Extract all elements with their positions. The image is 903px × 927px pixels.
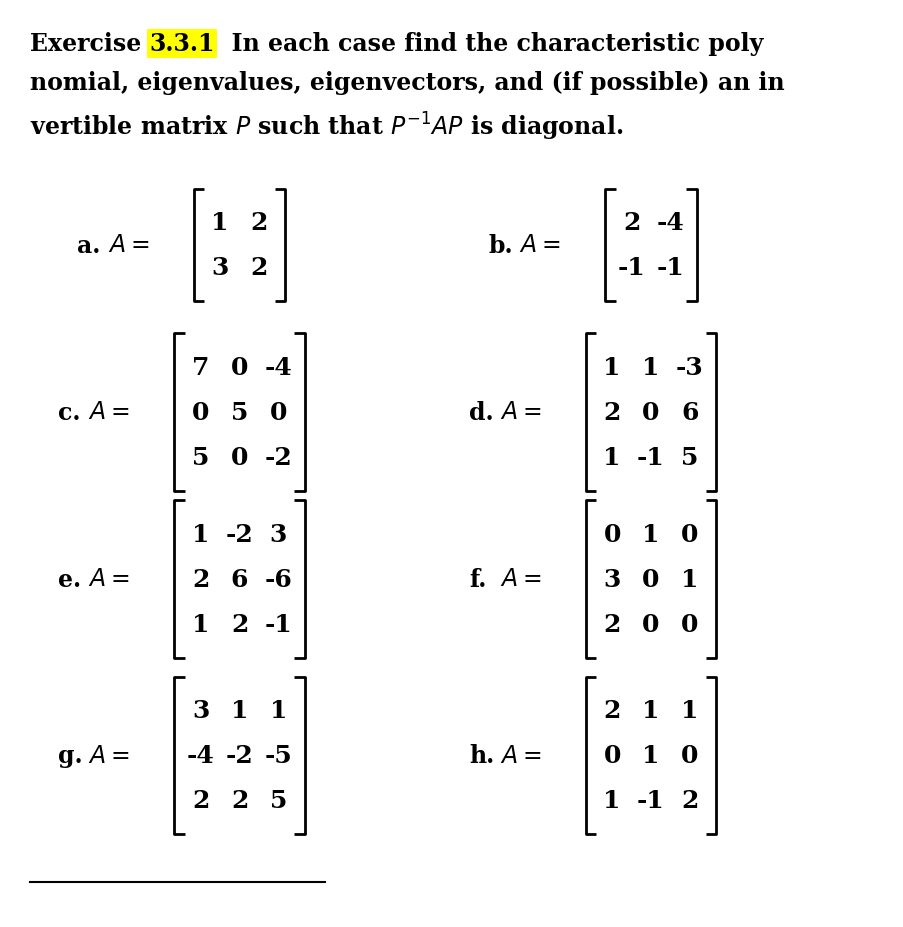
Text: 2: 2 [603,400,620,425]
Text: -4: -4 [656,211,684,235]
Text: 0: 0 [641,567,659,591]
Text: 5: 5 [269,789,286,812]
Text: 0: 0 [603,523,620,546]
Text: 1: 1 [680,699,697,722]
Text: $A=$: $A=$ [499,744,540,767]
Text: 2: 2 [230,613,248,636]
Text: $A=$: $A=$ [499,568,540,590]
Text: 2: 2 [603,699,620,722]
Text: f.: f. [469,567,486,591]
Text: 5: 5 [192,446,209,469]
Text: 1: 1 [680,567,697,591]
Text: 1: 1 [641,743,659,768]
Text: 2: 2 [250,256,267,280]
Text: c.: c. [58,400,80,425]
Text: 0: 0 [680,523,697,546]
Text: 0: 0 [641,400,659,425]
Text: 0: 0 [680,613,697,636]
Text: 6: 6 [680,400,697,425]
Text: $A=$: $A=$ [518,235,560,257]
Text: 1: 1 [269,699,286,722]
Text: $A=$: $A=$ [88,744,129,767]
Text: 3: 3 [192,699,209,722]
Text: $A=$: $A=$ [88,568,129,590]
Text: b.: b. [488,234,512,258]
Text: 5: 5 [230,400,248,425]
Text: $A=$: $A=$ [88,401,129,424]
Text: h.: h. [469,743,494,768]
Text: 0: 0 [641,613,659,636]
Text: -4: -4 [187,743,214,768]
Text: 2: 2 [192,789,209,812]
Text: 3.3.1: 3.3.1 [149,32,215,57]
Text: -6: -6 [265,567,292,591]
Text: In each case find the characteristic poly: In each case find the characteristic pol… [215,32,762,57]
Text: 3: 3 [211,256,228,280]
Text: a.: a. [77,234,100,258]
Text: nomial, eigenvalues, eigenvectors, and (if possible) an in: nomial, eigenvalues, eigenvectors, and (… [30,71,784,95]
Text: -1: -1 [617,256,645,280]
Text: -1: -1 [637,789,664,812]
Text: Exercise: Exercise [30,32,149,57]
Text: -3: -3 [675,356,703,379]
Text: 2: 2 [250,211,267,235]
Text: 1: 1 [641,523,659,546]
Text: -1: -1 [637,446,664,469]
Text: 1: 1 [192,523,209,546]
Text: 1: 1 [641,356,659,379]
Text: 1: 1 [603,789,620,812]
Text: vertible matrix $P$ such that $P^{-1}AP$ is diagonal.: vertible matrix $P$ such that $P^{-1}AP$… [30,110,622,143]
Text: -1: -1 [265,613,292,636]
Text: 0: 0 [230,356,248,379]
Text: -1: -1 [656,256,684,280]
Text: 0: 0 [603,743,620,768]
Text: 3: 3 [603,567,620,591]
Text: 6: 6 [230,567,248,591]
Text: 2: 2 [230,789,248,812]
Text: 5: 5 [680,446,697,469]
Text: e.: e. [58,567,80,591]
Text: -2: -2 [226,523,253,546]
Text: 2: 2 [192,567,209,591]
Text: 7: 7 [192,356,209,379]
Text: -2: -2 [265,446,292,469]
Text: 2: 2 [622,211,639,235]
Text: 3: 3 [269,523,286,546]
Text: 2: 2 [680,789,697,812]
Text: -5: -5 [265,743,292,768]
Text: $A=$: $A=$ [499,401,540,424]
Text: 1: 1 [603,446,620,469]
Text: 1: 1 [603,356,620,379]
Text: 0: 0 [230,446,248,469]
Text: 2: 2 [603,613,620,636]
Text: 1: 1 [192,613,209,636]
Text: 0: 0 [192,400,209,425]
Text: 1: 1 [211,211,228,235]
Text: 0: 0 [680,743,697,768]
Text: 1: 1 [230,699,248,722]
Text: 0: 0 [269,400,286,425]
Text: d.: d. [469,400,493,425]
Text: -2: -2 [226,743,253,768]
Text: 1: 1 [641,699,659,722]
Text: $A=$: $A=$ [107,235,149,257]
Text: g.: g. [58,743,82,768]
Text: -4: -4 [265,356,292,379]
